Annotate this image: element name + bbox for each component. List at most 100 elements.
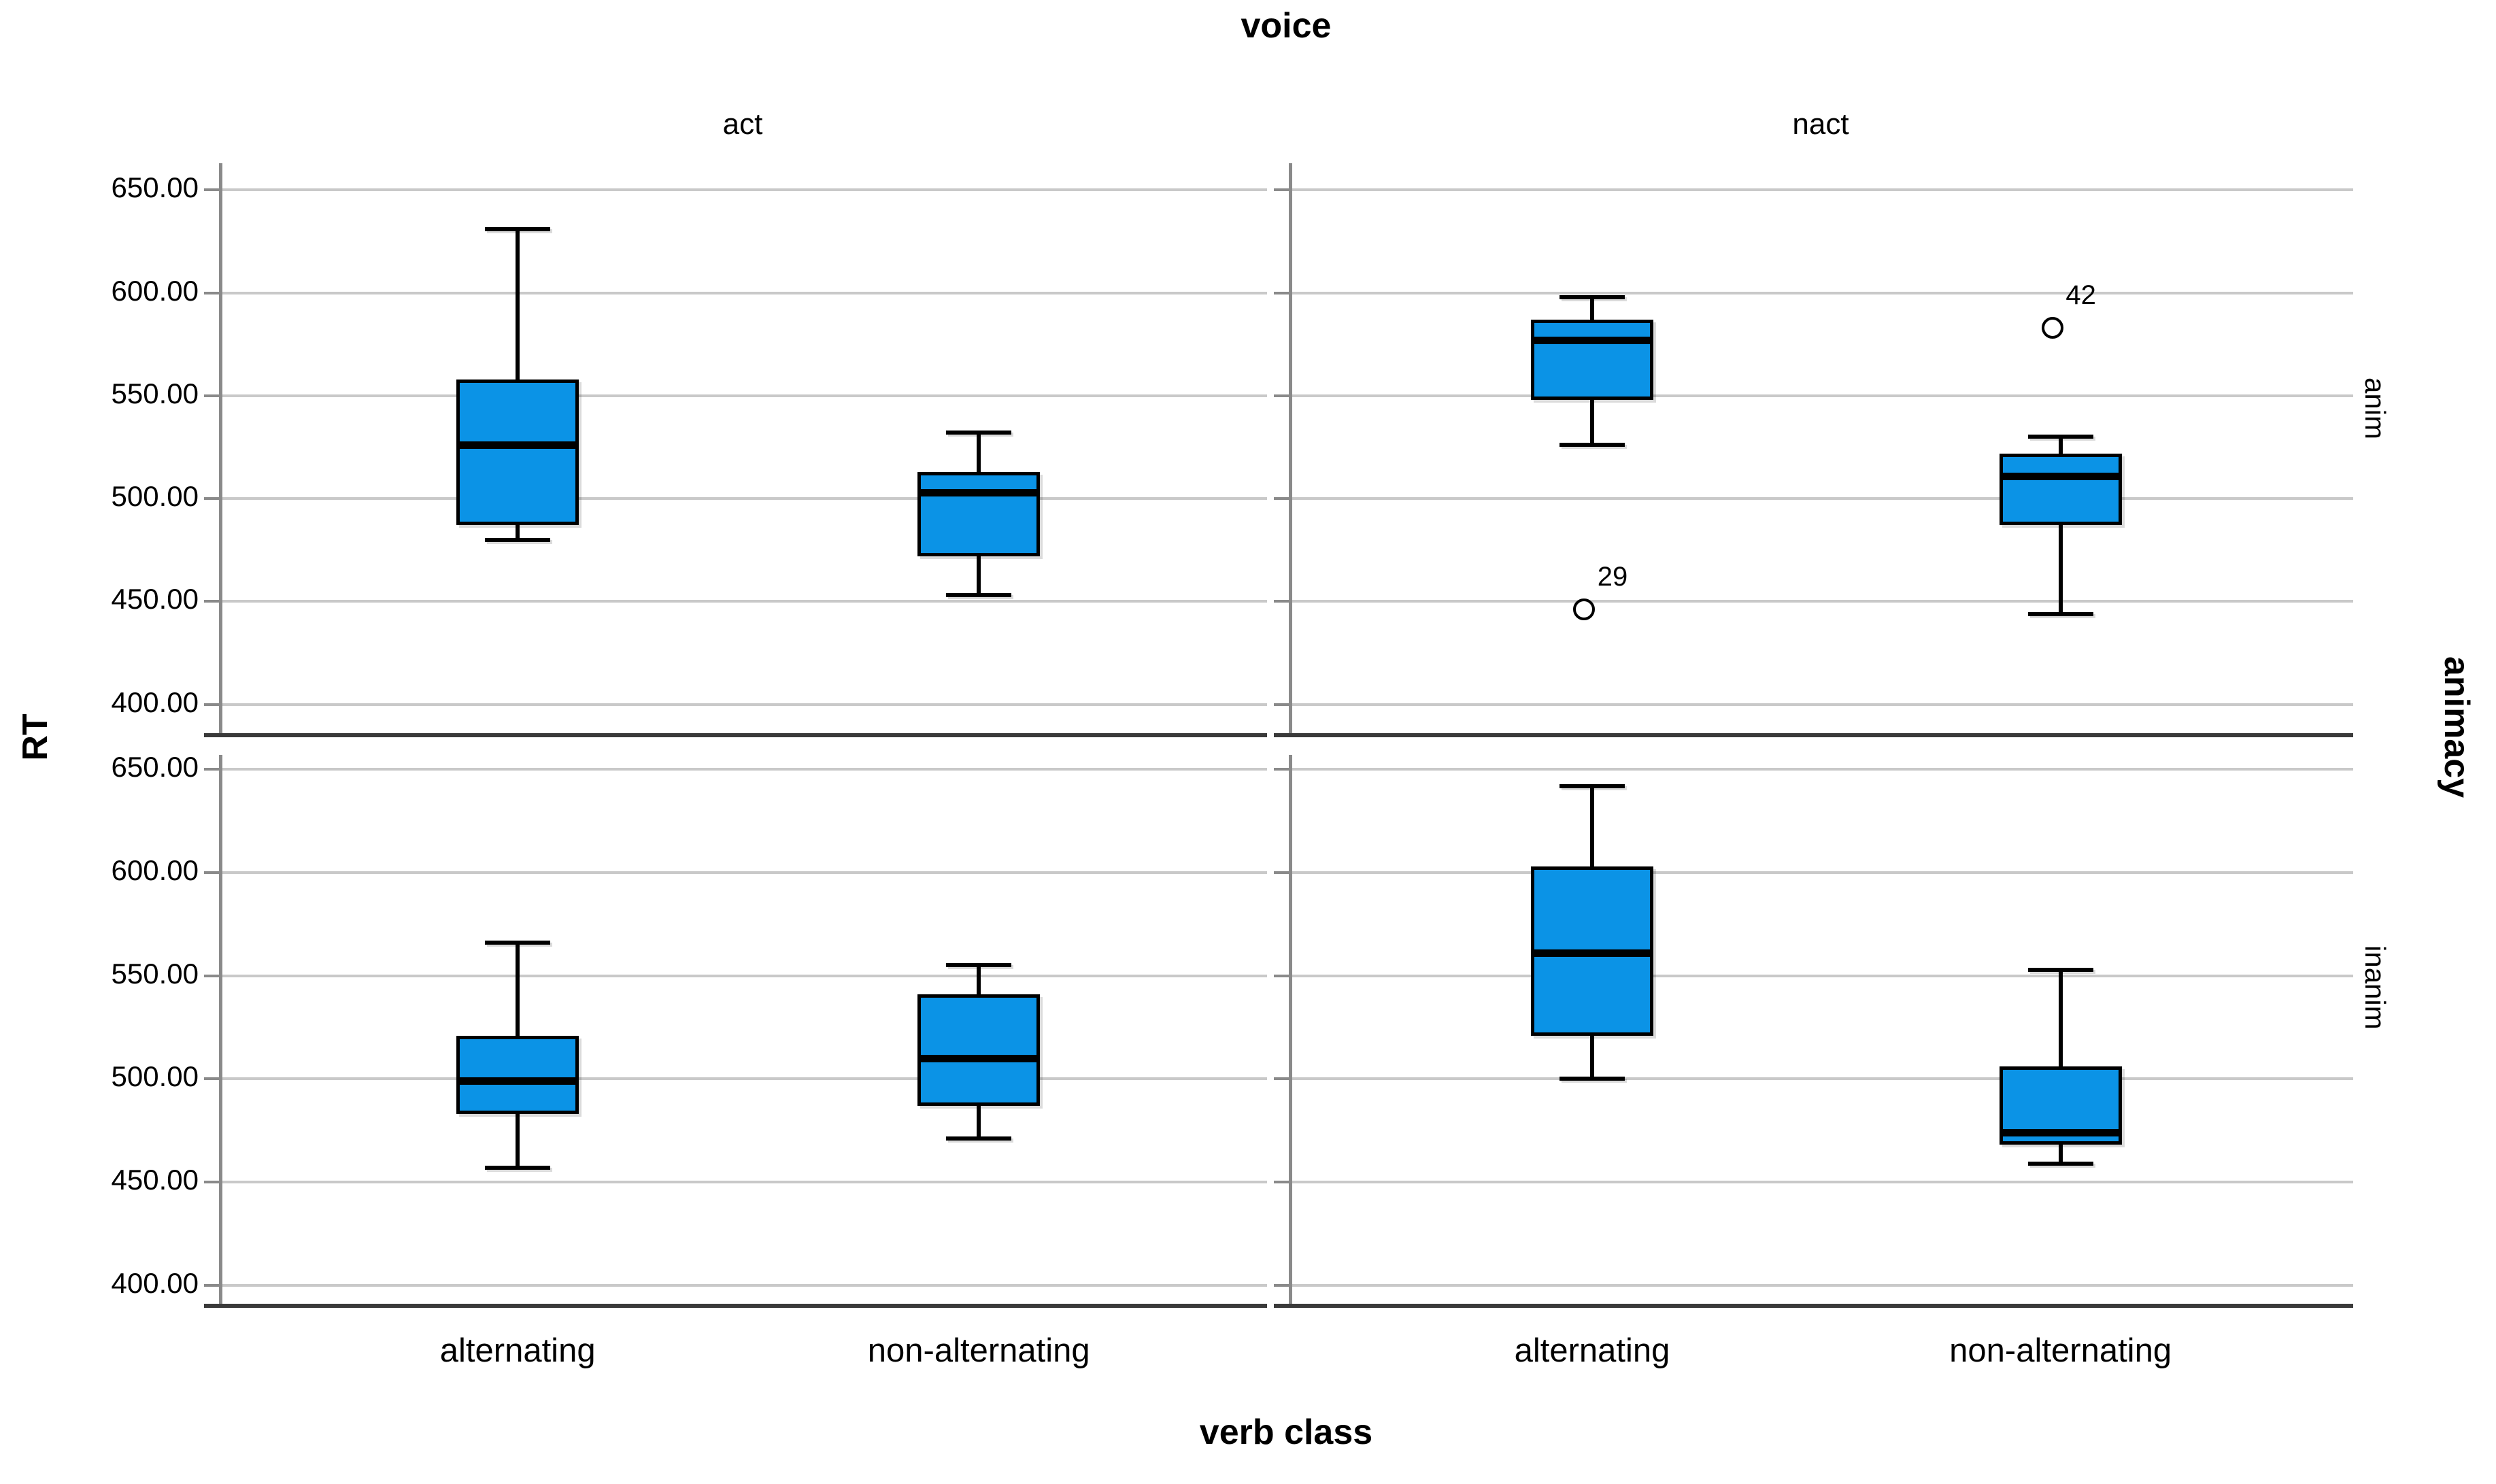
gridline-550 — [219, 394, 1267, 397]
upper-whisker — [516, 943, 520, 1036]
upper-whisker-cap — [1559, 783, 1625, 788]
y-tick-mark-500 — [204, 1077, 219, 1081]
y-tick-mark-450 — [1274, 1180, 1289, 1183]
y-axis-line — [1289, 755, 1292, 1306]
box-alternating — [456, 379, 579, 526]
gridline-450 — [1289, 1180, 2353, 1183]
median-line — [1534, 337, 1651, 345]
panel-act-anim — [204, 163, 1267, 737]
y-tick-label: 400.00 — [111, 686, 199, 718]
y-axis-line — [1289, 163, 1292, 735]
y-tick-mark-550 — [1274, 974, 1289, 977]
gridline-400 — [1289, 1283, 2353, 1287]
lower-whisker-cap — [485, 537, 551, 542]
gridline-600 — [219, 871, 1267, 874]
outlier-point — [1573, 598, 1596, 621]
upper-whisker-cap — [946, 963, 1012, 968]
lower-whisker — [977, 556, 981, 596]
panel-nact-inanim — [1274, 755, 2353, 1308]
lower-whisker-cap — [1559, 443, 1625, 448]
box-non-alternating — [917, 994, 1041, 1106]
gridline-550 — [219, 974, 1267, 977]
panel-bottom-border — [1274, 1304, 2353, 1308]
gridline-400 — [219, 703, 1267, 706]
median-line — [2002, 472, 2119, 480]
upper-whisker-cap — [946, 431, 1012, 435]
y-tick-label: 650.00 — [111, 171, 199, 204]
y-tick-mark-550 — [1274, 394, 1289, 397]
y-tick-mark-600 — [1274, 871, 1289, 874]
lower-whisker — [1590, 399, 1595, 445]
y-tick-label: 400.00 — [111, 1266, 199, 1299]
upper-whisker — [1590, 297, 1595, 320]
y-tick-mark-650 — [204, 768, 219, 771]
lower-whisker-cap — [2027, 1161, 2093, 1166]
x-tick-label: non-alternating — [867, 1332, 1090, 1369]
y-tick-mark-450 — [1274, 600, 1289, 603]
gridline-500 — [1289, 1077, 2353, 1081]
y-tick-mark-500 — [1274, 1077, 1289, 1081]
upper-whisker — [977, 965, 981, 994]
x-axis-title: verb class — [1199, 1413, 1373, 1452]
x-tick-label: alternating — [439, 1332, 596, 1369]
median-line — [921, 1054, 1037, 1062]
median-line — [460, 1077, 576, 1085]
upper-whisker — [2058, 437, 2063, 454]
right-axis-title-animacy: animacy — [2437, 656, 2476, 798]
y-tick-mark-650 — [204, 188, 219, 192]
row-label-inanim: inanim — [2359, 945, 2391, 1030]
median-line — [1534, 949, 1651, 958]
lower-whisker — [2058, 1145, 2063, 1164]
y-tick-label: 550.00 — [111, 377, 199, 409]
x-tick-label: non-alternating — [1949, 1332, 2172, 1369]
gridline-450 — [219, 1180, 1267, 1183]
y-tick-mark-600 — [204, 871, 219, 874]
gridline-650 — [1289, 188, 2353, 192]
lower-whisker-cap — [946, 593, 1012, 598]
y-tick-label: 650.00 — [111, 751, 199, 783]
gridline-650 — [1289, 768, 2353, 771]
gridline-400 — [219, 1283, 1267, 1287]
gridline-550 — [1289, 974, 2353, 977]
gridline-600 — [1289, 871, 2353, 874]
y-tick-label: 450.00 — [111, 1163, 199, 1196]
lower-whisker-cap — [1559, 1077, 1625, 1081]
gridline-450 — [1289, 600, 2353, 603]
lower-whisker — [1590, 1035, 1595, 1079]
outlier-label: 29 — [1597, 562, 1628, 592]
y-tick-mark-400 — [204, 703, 219, 706]
lower-whisker — [977, 1105, 981, 1139]
lower-whisker — [2058, 525, 2063, 614]
y-tick-mark-600 — [1274, 291, 1289, 294]
y-tick-mark-400 — [204, 1283, 219, 1287]
y-tick-label: 500.00 — [111, 480, 199, 513]
y-tick-label: 600.00 — [111, 854, 199, 886]
y-tick-mark-400 — [1274, 703, 1289, 706]
gridline-650 — [219, 768, 1267, 771]
lower-whisker — [516, 525, 520, 540]
y-axis-line — [219, 755, 222, 1306]
upper-whisker-cap — [485, 226, 551, 231]
y-tick-mark-500 — [1274, 497, 1289, 501]
y-tick-mark-450 — [204, 600, 219, 603]
y-tick-mark-550 — [204, 974, 219, 977]
upper-whisker-cap — [2027, 435, 2093, 439]
median-line — [460, 441, 576, 450]
gridline-650 — [219, 188, 1267, 192]
upper-whisker-cap — [2027, 967, 2093, 972]
gridline-500 — [219, 497, 1267, 501]
x-tick-label: alternating — [1514, 1332, 1670, 1369]
y-tick-mark-400 — [1274, 1283, 1289, 1287]
chart-title: voice — [1241, 6, 1332, 46]
panel-bottom-border — [204, 1304, 1267, 1308]
upper-whisker — [1590, 786, 1595, 866]
outlier-label: 42 — [2065, 280, 2096, 310]
lower-whisker-cap — [2027, 611, 2093, 616]
y-tick-mark-550 — [204, 394, 219, 397]
upper-whisker — [516, 229, 520, 380]
box-alternating — [1531, 319, 1654, 400]
median-line — [2002, 1129, 2119, 1137]
upper-whisker — [2058, 969, 2063, 1067]
gridline-500 — [219, 1077, 1267, 1081]
gridline-500 — [1289, 497, 2353, 501]
